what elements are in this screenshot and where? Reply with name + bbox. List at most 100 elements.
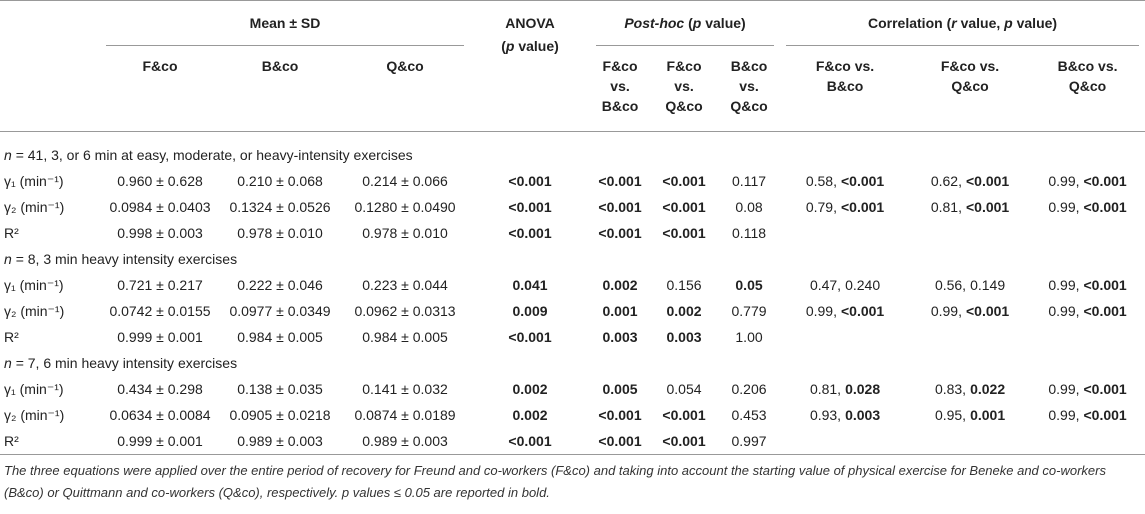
r-value: 0.56, xyxy=(934,277,967,293)
p-value-cell: 0.002 xyxy=(666,303,702,319)
mean-sd-cell: 0.0634 ± 0.0084 xyxy=(109,407,211,423)
p-value: <0.001 xyxy=(965,199,1010,215)
p-value-cell: 0.001 xyxy=(602,303,638,319)
r-value: 0.47, xyxy=(809,277,842,293)
p-value: <0.001 xyxy=(965,173,1010,189)
group-label: Correlation (r value, p value) xyxy=(786,1,1140,46)
p-value-cell: <0.001 xyxy=(508,329,552,345)
p-value-cell: 0.041 xyxy=(512,277,548,293)
section-text: = 8, 3 min heavy intensity exercises xyxy=(15,251,238,267)
p-value: <0.001 xyxy=(1083,303,1127,319)
section-variable: n xyxy=(4,355,12,371)
p-value: <0.001 xyxy=(1083,173,1127,189)
mean-sd-cell: 0.0874 ± 0.0189 xyxy=(354,407,456,423)
correlation-cell xyxy=(780,324,910,350)
correlation-cell xyxy=(1030,220,1145,246)
r-value: 0.95, xyxy=(934,407,967,423)
column-header: F&co vs. Q&co xyxy=(650,46,719,132)
p-value: <0.001 xyxy=(1083,381,1127,397)
correlation-cell xyxy=(780,428,911,455)
mean-sd-cell: 0.989 ± 0.003 xyxy=(220,428,340,455)
section-text: = 41, 3, or 6 min at easy, moderate, or … xyxy=(15,147,413,163)
data-row: R² 0.999 ± 0.001 0.984 ± 0.005 0.984 ± 0.00… xyxy=(0,324,1145,350)
correlation-cell: 0.62, <0.001 xyxy=(910,168,1030,194)
column-header: Q&co xyxy=(340,46,471,132)
section-variable: n xyxy=(4,147,12,163)
column-header: F&co xyxy=(100,46,220,132)
section-label: n = 7, 6 min heavy intensity exercises xyxy=(0,350,1145,376)
text-run: Post-hoc xyxy=(624,15,685,31)
correlation-cell: 0.81, 0.028 xyxy=(780,376,910,402)
r-value: 0.83, xyxy=(934,381,967,397)
correlation-cell xyxy=(780,220,910,246)
p-value-cell: <0.001 xyxy=(508,199,552,215)
mean-sd-cell: 0.978 ± 0.010 xyxy=(362,225,448,241)
mean-sd-cell: 0.141 ± 0.032 xyxy=(362,381,448,397)
data-row: γ₂ (min⁻¹) 0.0742 ± 0.0155 0.0977 ± 0.0349… xyxy=(0,298,1145,324)
row-label: γ₂ (min⁻¹) xyxy=(4,303,65,319)
mean-sd-cell: 0.978 ± 0.010 xyxy=(237,225,323,241)
p-value-cell: 0.453 xyxy=(731,407,767,423)
anova-note: (p value) xyxy=(470,35,590,58)
column-header: B&co vs. Q&co xyxy=(1030,46,1145,132)
p-value: 0.149 xyxy=(970,277,1006,293)
mean-sd-cell: 0.998 ± 0.003 xyxy=(117,225,203,241)
mean-sd-cell: 0.999 ± 0.001 xyxy=(117,329,203,345)
group-header: Post-hoc (p value) xyxy=(590,1,780,46)
anova-title: ANOVA xyxy=(505,15,555,31)
p-value-cell: 0.08 xyxy=(735,199,763,215)
column-label: F&co vs. B&co xyxy=(815,58,875,94)
mean-sd-cell: 0.0742 ± 0.0155 xyxy=(109,303,211,319)
row-label: γ₁ (min⁻¹) xyxy=(4,173,64,189)
text-run: value) xyxy=(1012,15,1058,31)
p-value-cell: <0.001 xyxy=(662,225,706,241)
row-label: γ₂ (min⁻¹) xyxy=(4,199,65,215)
section-row: n = 41, 3, or 6 min at easy, moderate, o… xyxy=(0,132,1145,169)
column-header: B&co xyxy=(220,46,340,132)
mean-sd-cell: 0.0977 ± 0.0349 xyxy=(229,303,331,319)
mean-sd-cell: 0.1324 ± 0.0526 xyxy=(229,199,331,215)
p-value: <0.001 xyxy=(1083,199,1127,215)
mean-sd-cell: 0.721 ± 0.217 xyxy=(117,277,203,293)
r-value: 0.99, xyxy=(1048,277,1080,293)
text-run: ( xyxy=(684,15,693,31)
section-row: n = 8, 3 min heavy intensity exercises xyxy=(0,246,1145,272)
p-value-cell: <0.001 xyxy=(598,173,642,189)
group-header: Correlation (r value, p value) xyxy=(780,1,1145,46)
p-value: <0.001 xyxy=(965,303,1010,319)
p-value-cell: 0.156 xyxy=(666,277,702,293)
column-label: F&co vs. Q&co xyxy=(940,58,1000,94)
column-label: B&co vs. Q&co xyxy=(1057,58,1118,94)
correlation-cell: 0.99, <0.001 xyxy=(1030,168,1145,194)
data-row: γ₁ (min⁻¹) 0.960 ± 0.628 0.210 ± 0.068 0.21… xyxy=(0,168,1145,194)
data-row: γ₁ (min⁻¹) 0.434 ± 0.298 0.138 ± 0.035 0.14… xyxy=(0,376,1145,402)
r-value: 0.81, xyxy=(809,381,842,397)
p-value-cell: 0.002 xyxy=(602,277,638,293)
header-row: F&co B&co Q&co F&co vs. B&co F&co vs. Q&co B&… xyxy=(0,46,1145,132)
p-value-cell: <0.001 xyxy=(590,428,651,455)
r-value: 0.79, xyxy=(805,199,837,215)
mean-sd-cell: 0.0984 ± 0.0403 xyxy=(109,199,211,215)
text-run: value, xyxy=(956,15,1005,31)
p-value-cell: 0.002 xyxy=(512,381,548,397)
correlation-cell: 0.47, 0.240 xyxy=(780,272,910,298)
mean-sd-cell: 0.434 ± 0.298 xyxy=(117,381,203,397)
row-label: γ₁ (min⁻¹) xyxy=(4,381,64,397)
section-text: = 7, 6 min heavy intensity exercises xyxy=(15,355,238,371)
column-label: F&co vs. Q&co xyxy=(665,58,703,114)
footnote: The three equations were applied over th… xyxy=(4,463,1106,500)
p-value-cell: <0.001 xyxy=(508,225,552,241)
p-value-cell: <0.001 xyxy=(598,199,642,215)
column-label: F&co xyxy=(142,58,178,74)
p-value-cell: 0.054 xyxy=(666,381,702,397)
r-value: 0.99, xyxy=(805,303,837,319)
group-label: Post-hoc (p value) xyxy=(596,1,775,46)
text-run: Correlation ( xyxy=(868,15,952,31)
column-header: F&co vs. B&co xyxy=(780,46,911,132)
p-value-cell: 0.779 xyxy=(731,303,767,319)
p-value: <0.001 xyxy=(1083,407,1127,423)
p-value-cell: 0.003 xyxy=(666,329,702,345)
r-value: 0.93, xyxy=(809,407,842,423)
anova-header: ANOVA (p value) xyxy=(470,0,591,132)
mean-sd-cell: 0.210 ± 0.068 xyxy=(237,173,323,189)
